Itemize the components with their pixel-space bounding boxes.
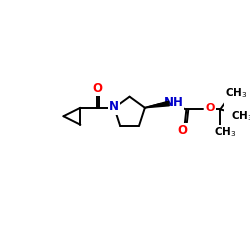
Text: O: O (206, 103, 215, 113)
Text: O: O (92, 82, 102, 95)
Text: NH: NH (164, 96, 184, 109)
Polygon shape (145, 101, 169, 108)
Text: O: O (177, 124, 187, 136)
Text: CH$_3$: CH$_3$ (214, 126, 237, 139)
Text: CH$_3$: CH$_3$ (231, 109, 250, 123)
Text: CH$_3$: CH$_3$ (224, 86, 247, 100)
Text: N: N (109, 101, 119, 114)
Text: N: N (108, 100, 118, 114)
